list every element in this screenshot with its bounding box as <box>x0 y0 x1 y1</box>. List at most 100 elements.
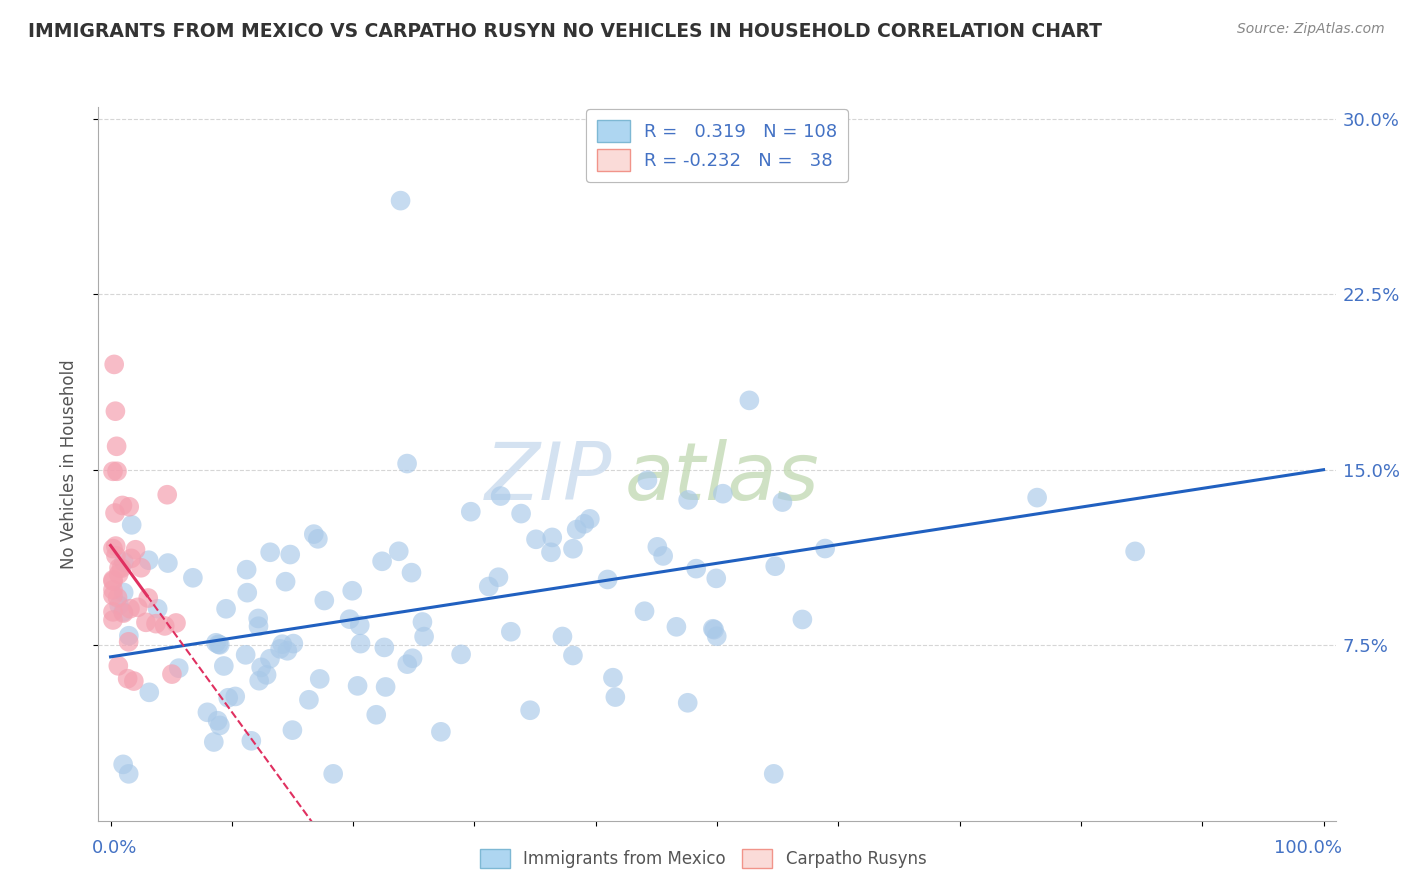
Point <box>711 486 734 500</box>
Point <box>101 574 124 589</box>
Point <box>101 464 124 478</box>
Point <box>349 618 371 632</box>
Point <box>602 671 624 685</box>
Point <box>540 545 562 559</box>
Point <box>208 718 231 732</box>
Point <box>278 548 301 562</box>
Point <box>605 690 627 704</box>
Point <box>101 589 124 603</box>
Point <box>281 723 304 738</box>
Point <box>307 532 329 546</box>
Point <box>685 562 707 576</box>
Point <box>371 554 394 568</box>
Point <box>117 672 139 686</box>
Point <box>129 560 152 574</box>
Point <box>702 622 724 636</box>
Point <box>259 652 281 666</box>
Point <box>636 473 658 487</box>
Point <box>153 619 176 633</box>
Point <box>112 555 135 569</box>
Point <box>112 605 135 619</box>
Point <box>124 542 146 557</box>
Point <box>298 693 321 707</box>
Point <box>112 606 135 620</box>
Point <box>596 573 619 587</box>
Point <box>314 593 336 607</box>
Text: atlas: atlas <box>624 439 820 517</box>
Point <box>103 358 125 372</box>
Point <box>101 541 124 556</box>
Point <box>197 706 219 720</box>
Point <box>396 457 419 471</box>
Point <box>108 561 131 575</box>
Point <box>101 605 124 619</box>
Point <box>104 404 127 418</box>
Point <box>562 541 585 556</box>
Point <box>401 566 423 580</box>
Point <box>389 194 412 208</box>
Point <box>118 500 141 514</box>
Point <box>450 648 472 662</box>
Point <box>156 556 179 570</box>
Point <box>259 545 281 559</box>
Point <box>181 571 204 585</box>
Point <box>271 637 294 651</box>
Point <box>120 551 142 566</box>
Point <box>240 734 263 748</box>
Point <box>541 530 564 544</box>
Point <box>235 563 257 577</box>
Point <box>763 559 786 574</box>
Point <box>250 660 273 674</box>
Point <box>499 624 522 639</box>
Point <box>236 585 259 599</box>
Point <box>792 612 814 626</box>
Point <box>1123 544 1146 558</box>
Point <box>274 574 297 589</box>
Point <box>478 579 501 593</box>
Point <box>127 600 149 615</box>
Point <box>207 637 229 651</box>
Point <box>112 585 135 599</box>
Point <box>308 672 330 686</box>
Point <box>215 601 238 615</box>
Point <box>118 767 141 781</box>
Point <box>156 488 179 502</box>
Point <box>762 767 785 781</box>
Point <box>430 724 453 739</box>
Point <box>104 506 127 520</box>
Point <box>339 612 361 626</box>
Point <box>247 611 270 625</box>
Point <box>112 757 135 772</box>
Point <box>283 637 305 651</box>
Point <box>738 393 761 408</box>
Point <box>770 495 793 509</box>
Point <box>396 657 419 672</box>
Point <box>373 640 395 655</box>
Point <box>665 620 688 634</box>
Legend: R =   0.319   N = 108, R = -0.232   N =   38: R = 0.319 N = 108, R = -0.232 N = 38 <box>586 109 848 182</box>
Text: Source: ZipAtlas.com: Source: ZipAtlas.com <box>1237 22 1385 37</box>
Point <box>401 651 423 665</box>
Point <box>202 735 225 749</box>
Point <box>322 767 344 781</box>
Point <box>519 703 541 717</box>
Point <box>510 507 533 521</box>
Point <box>136 591 159 605</box>
Point <box>146 601 169 615</box>
Point <box>703 623 725 637</box>
Point <box>217 690 239 705</box>
Point <box>207 714 229 728</box>
Point <box>579 512 602 526</box>
Point <box>101 582 124 597</box>
Point <box>118 601 141 615</box>
Point <box>138 685 160 699</box>
Point <box>117 634 139 648</box>
Text: 100.0%: 100.0% <box>1274 838 1341 856</box>
Point <box>145 616 167 631</box>
Point <box>349 637 371 651</box>
Point <box>121 517 143 532</box>
Point <box>108 599 131 613</box>
Point <box>704 571 727 585</box>
Point <box>411 615 433 629</box>
Point <box>235 648 257 662</box>
